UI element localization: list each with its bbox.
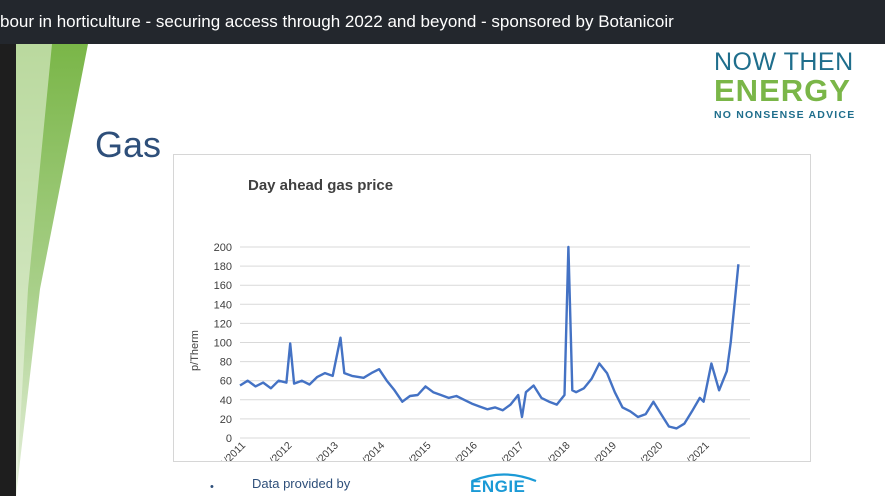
y-tick-label: 100 (214, 338, 232, 350)
presentation-slide: NOW THEN ENERGY NO NONSENSE ADVICE Gas D… (0, 44, 885, 496)
y-tick-label: 80 (220, 357, 232, 369)
y-tick-label: 20 (220, 414, 232, 426)
logo-tagline: NO NONSENSE ADVICE (714, 109, 856, 121)
x-tick-label: 01/01/2020 (620, 440, 666, 461)
green-stripe-highlight (16, 44, 52, 496)
window-title-bar: bour in horticulture - securing access t… (0, 0, 885, 44)
y-tick-labels: 0 20 40 60 80 100 120 140 160 180 200 (214, 242, 232, 445)
chart-container: Day ahead gas price 0 20 40 60 80 100 120 140 16… (173, 154, 811, 462)
y-axis-label: p/Therm (189, 330, 201, 371)
grid-lines (240, 246, 750, 439)
bullet-point: • (210, 481, 214, 493)
x-tick-label: 01/01/2019 (573, 440, 619, 461)
x-tick-label: 01/01/2018 (527, 440, 573, 461)
slide-footer (0, 464, 885, 496)
x-tick-label: 01/01/2021 (666, 440, 712, 461)
y-tick-label: 0 (226, 433, 232, 445)
y-tick-label: 60 (220, 376, 232, 388)
y-tick-label: 180 (214, 261, 232, 273)
slide-heading: Gas (95, 124, 162, 165)
window-title: bour in horticulture - securing access t… (0, 12, 674, 31)
x-tick-label: 01/01/2016 (434, 440, 480, 461)
data-provided-by-text: Data provided by (252, 476, 351, 491)
chart-title: Day ahead gas price (248, 177, 394, 194)
logo-line2: ENERGY (714, 73, 851, 108)
x-tick-label: 01/01/2013 (295, 440, 341, 461)
x-tick-label: 01/01/2017 (481, 440, 527, 461)
series-line (239, 245, 740, 430)
now-then-energy-logo: NOW THEN ENERGY NO NONSENSE ADVICE (714, 48, 879, 122)
line-chart: 0 20 40 60 80 100 120 140 160 180 200 01/01/201101… (189, 242, 750, 461)
y-tick-label: 120 (214, 318, 232, 330)
logo-line1: NOW THEN (714, 48, 854, 76)
x-tick-labels: 01/01/201101/01/201201/01/201301/01/2014… (203, 440, 712, 461)
engie-logo: ENGIE (468, 472, 540, 496)
y-tick-label: 160 (214, 280, 232, 292)
y-tick-label: 140 (214, 299, 232, 311)
y-tick-label: 40 (220, 395, 232, 407)
green-stripe-decoration (16, 44, 88, 496)
x-tick-label: 01/01/2012 (249, 440, 295, 461)
engie-arc-icon (471, 473, 537, 482)
x-tick-label: 01/01/2015 (388, 440, 434, 461)
left-dark-strip (0, 44, 16, 496)
engie-logo-text: ENGIE (470, 477, 526, 496)
y-tick-label: 200 (214, 242, 232, 254)
